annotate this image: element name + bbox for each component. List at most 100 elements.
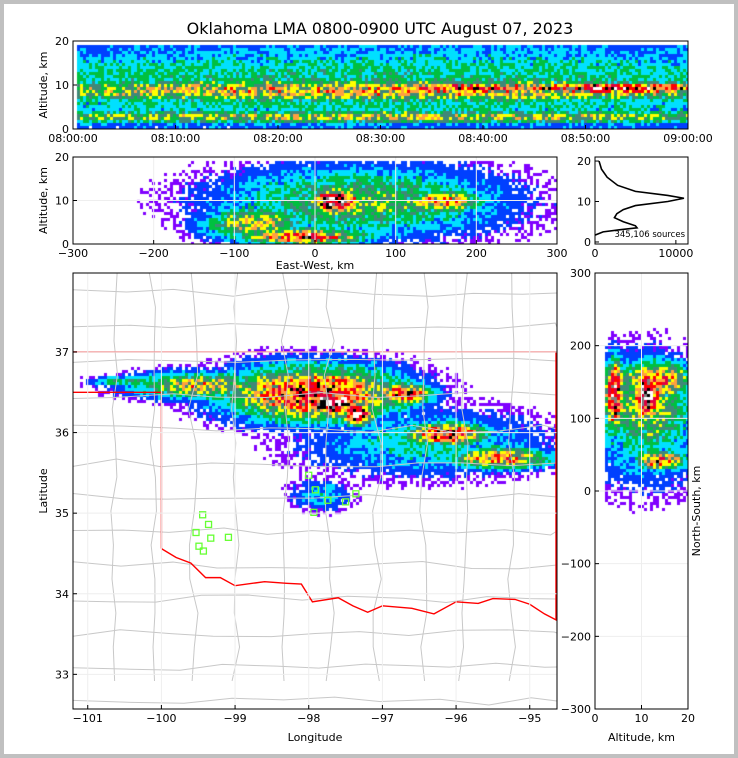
x-tick-label: −100 <box>219 247 249 260</box>
x-tick-label: 08:10:00 <box>151 132 200 145</box>
county-line <box>72 357 558 363</box>
lma-station-marker <box>224 533 233 541</box>
y-axis-label: Altitude, km <box>37 51 50 118</box>
x-tick-label: 0 <box>312 247 319 260</box>
y-tick-label: 10 <box>55 79 69 92</box>
axes-frame-east-west-height <box>72 156 558 245</box>
y-tick-label: 37 <box>55 346 69 359</box>
x-axis-label: Longitude <box>288 731 343 744</box>
y-axis-label: North-South, km <box>690 466 703 557</box>
y-tick-label: 20 <box>577 155 591 168</box>
y-tick-label: 0 <box>62 238 69 251</box>
figure-title: Oklahoma LMA 0800-0900 UTC August 07, 20… <box>187 19 574 38</box>
time-height-density <box>73 41 688 129</box>
lma-station-marker <box>199 511 207 519</box>
county-line <box>72 458 558 468</box>
county-line <box>72 322 558 329</box>
county-line <box>72 629 558 638</box>
axes-frame-time-height <box>72 40 689 130</box>
x-tick-label: 0 <box>592 712 599 725</box>
y-tick-label: −300 <box>561 703 591 716</box>
county-line <box>110 272 119 682</box>
county-line <box>72 594 558 604</box>
x-tick-label: −101 <box>73 712 103 725</box>
lma-station-marker <box>310 508 318 517</box>
county-line <box>72 492 558 500</box>
axes-frame-height-north-south <box>594 272 689 710</box>
x-tick-label: −300 <box>58 247 88 260</box>
county-line <box>507 272 516 682</box>
x-tick-label: 08:00:00 <box>48 132 97 145</box>
x-tick-label: 20 <box>681 712 695 725</box>
lma-station-marker <box>207 534 215 542</box>
x-tick-label: 200 <box>466 247 487 260</box>
x-tick-label: 08:50:00 <box>561 132 610 145</box>
county-line <box>72 560 558 570</box>
lma-station-marker <box>192 528 200 537</box>
county-line <box>72 662 558 671</box>
x-tick-label: −100 <box>146 712 176 725</box>
axes-frame-plan-view <box>72 272 558 710</box>
lma-station-marker <box>199 547 208 555</box>
county-line <box>458 272 469 682</box>
x-tick-label: −95 <box>518 712 541 725</box>
x-tick-label: −99 <box>223 712 246 725</box>
chart-overlay: Oklahoma LMA 0800-0900 UTC August 07, 20… <box>37 19 713 744</box>
x-tick-label: 0 <box>592 247 599 260</box>
county-line <box>231 272 241 682</box>
y-tick-label: 0 <box>62 123 69 136</box>
x-tick-label: −200 <box>139 247 169 260</box>
y-tick-label: 34 <box>55 588 69 601</box>
y-tick-label: −100 <box>561 558 591 571</box>
x-tick-label: 10 <box>635 712 649 725</box>
y-tick-label: 0 <box>584 485 591 498</box>
y-tick-label: 20 <box>55 35 69 48</box>
y-tick-label: 33 <box>55 668 69 681</box>
y-tick-label: 20 <box>55 151 69 164</box>
county-line <box>72 527 558 536</box>
red-river-border <box>161 548 558 621</box>
county-line <box>280 272 290 682</box>
x-tick-label: 10000 <box>658 247 693 260</box>
y-axis-label: Altitude, km <box>37 167 50 234</box>
lma-station-marker <box>204 520 213 529</box>
altitude-profile-line <box>594 160 685 236</box>
y-tick-label: 300 <box>570 267 591 280</box>
y-tick-label: 10 <box>55 195 69 208</box>
x-tick-label: −97 <box>371 712 394 725</box>
x-axis-label: East-West, km <box>276 259 354 272</box>
county-line <box>419 272 429 682</box>
x-tick-label: 08:30:00 <box>356 132 405 145</box>
county-line <box>72 424 558 434</box>
source-count-label: 345,106 sources <box>614 230 685 240</box>
lma-station-marker <box>311 486 320 494</box>
x-tick-label: −96 <box>444 712 467 725</box>
axes-frame-altitude-histogram <box>594 156 689 245</box>
x-tick-label: 100 <box>385 247 406 260</box>
y-tick-label: 0 <box>584 236 591 249</box>
y-tick-label: 36 <box>55 427 69 440</box>
lma-figure: Oklahoma LMA 0800-0900 UTC August 07, 20… <box>4 4 734 754</box>
county-line <box>72 696 558 706</box>
x-tick-label: 08:20:00 <box>253 132 302 145</box>
county-lines <box>72 272 558 706</box>
y-axis-label: Latitude <box>37 468 50 514</box>
lma-station-marker <box>195 542 203 550</box>
lma-station-marker <box>352 490 360 498</box>
y-tick-label: −200 <box>561 630 591 643</box>
county-line <box>323 272 335 682</box>
x-tick-label: −98 <box>297 712 320 725</box>
lma-station-marker <box>341 498 350 506</box>
county-line <box>371 272 382 682</box>
x-tick-label: 300 <box>547 247 568 260</box>
y-tick-label: 35 <box>55 507 69 520</box>
x-axis-label: Altitude, km <box>608 731 675 744</box>
county-line <box>187 272 199 682</box>
x-tick-label: 09:00:00 <box>663 132 712 145</box>
lma-station-marker <box>324 496 332 504</box>
county-line <box>148 272 157 682</box>
county-line <box>72 288 558 297</box>
county-line <box>72 391 558 399</box>
y-tick-label: 100 <box>570 412 591 425</box>
y-tick-label: 200 <box>570 340 591 353</box>
